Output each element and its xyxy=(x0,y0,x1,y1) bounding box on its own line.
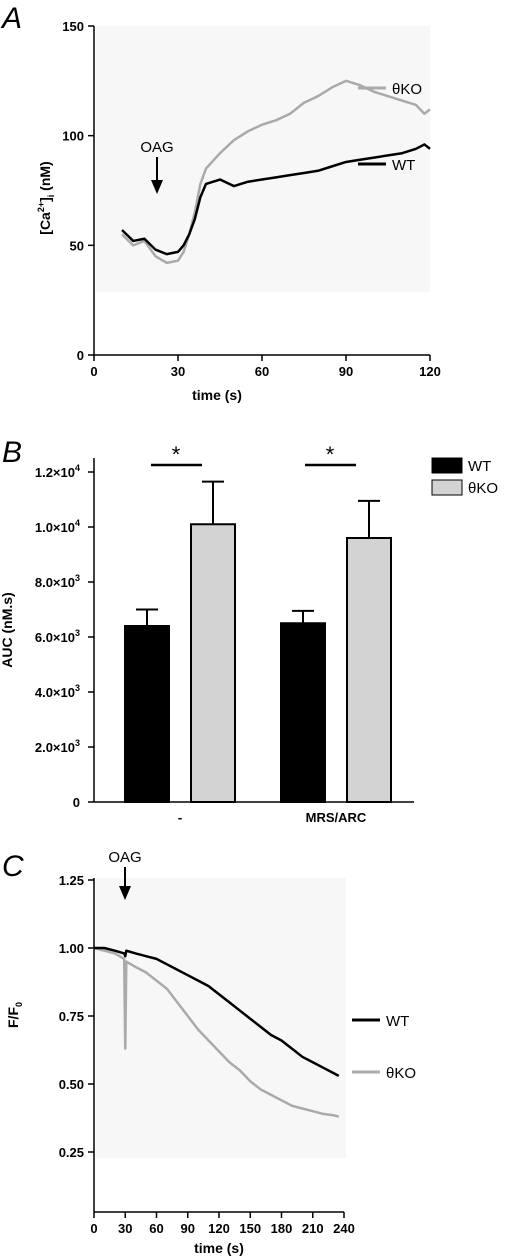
panel-c: C 0 30 60 90 120 150 180 210 240 0.25 0.50 0.75 1.0… xyxy=(2,849,416,1256)
panel-b-letter: B xyxy=(2,436,22,469)
panel-c-x-tick-label: 210 xyxy=(302,1221,324,1236)
panel-c-x-tick-label: 0 xyxy=(90,1221,97,1236)
panel-c-background xyxy=(96,878,346,1158)
panel-c-series-wt xyxy=(94,946,340,1077)
panel-c-y-ticks: 0.25 0.50 0.75 1.00 1.25 xyxy=(59,873,94,1160)
panel-a-x-tick-label: 0 xyxy=(90,364,97,379)
panel-c-oag-annotation: OAG xyxy=(108,849,142,900)
panel-b-sig-star-2: * xyxy=(326,442,335,467)
panel-b-sig-star-1: * xyxy=(172,442,181,467)
panel-c-oag-label: OAG xyxy=(108,849,141,866)
panel-c-legend-label-theta-ko: θKO xyxy=(386,1065,416,1082)
panel-a-y-label: [Ca2+]i (nM) xyxy=(36,161,56,234)
panel-a-y-tick-label: 0 xyxy=(77,348,84,363)
panel-c-x-tick-label: 180 xyxy=(271,1221,293,1236)
panel-a-oag-annotation: OAG xyxy=(140,139,174,194)
panel-a-series-theta-ko xyxy=(121,79,431,265)
panel-b-y-tick-label: 8.0×103 xyxy=(35,573,80,590)
panel-c-legend-label-wt: WT xyxy=(386,1013,409,1030)
panel-b-bar-wt-mrs-arc xyxy=(280,622,326,803)
panel-c-x-tick-label: 120 xyxy=(208,1221,230,1236)
panel-a-series-wt xyxy=(121,143,431,256)
panel-b-y-tick-label: 6.0×103 xyxy=(35,628,80,645)
panel-a-x-tick-label: 120 xyxy=(419,364,441,379)
panel-b-bar-theta-ko-mrs-arc xyxy=(346,537,392,803)
panel-b-bar-wt-control xyxy=(124,625,170,803)
panel-b-legend-swatch-wt xyxy=(431,457,463,474)
panel-b-legend-label-wt: WT xyxy=(468,458,491,475)
panel-c-y-tick-label: 0.75 xyxy=(59,1009,84,1024)
panel-c-series xyxy=(93,946,340,1118)
panel-a-oag-arrow-head xyxy=(151,180,163,194)
panel-c-y-tick-label: 1.25 xyxy=(59,873,84,888)
panel-a-y-tick-label: 50 xyxy=(70,238,84,253)
panel-a: A 0 30 60 90 120 0 50 100 150 time (s) [Ca2+]i … xyxy=(0,2,441,403)
panel-c-oag-arrow-head xyxy=(119,886,131,900)
panel-b-legend-label-theta-ko: θKO xyxy=(468,480,498,497)
panel-b-y-tick-label: 0 xyxy=(73,795,80,810)
panel-c-y-tick-label: 1.00 xyxy=(59,941,84,956)
panel-c-y-label: F/F0 xyxy=(5,1002,24,1028)
panel-a-legend-label-wt: WT xyxy=(392,157,415,174)
panel-b-category-labels: - MRS/ARC xyxy=(178,810,367,825)
panel-a-x-label: time (s) xyxy=(192,387,242,403)
panel-a-x-tick-label: 60 xyxy=(255,364,269,379)
panel-a-y-tick-label: 100 xyxy=(62,129,84,144)
panel-a-x-ticks: 0 30 60 90 120 xyxy=(90,355,441,379)
panel-a-background xyxy=(96,26,430,292)
panel-c-series-theta-ko xyxy=(93,946,340,1118)
panel-c-x-tick-label: 150 xyxy=(239,1221,261,1236)
panel-b-legend: WT θKO xyxy=(431,457,498,497)
panel-b-y-tick-label: 4.0×103 xyxy=(35,683,80,700)
panel-a-series xyxy=(121,79,431,265)
panel-a-legend-label-theta-ko: θKO xyxy=(392,81,422,98)
panel-b-significance: * * xyxy=(151,442,356,467)
panel-b-y-tick-label: 2.0×103 xyxy=(35,738,80,755)
panel-c-x-tick-label: 30 xyxy=(118,1221,132,1236)
panel-c-x-tick-label: 240 xyxy=(333,1221,355,1236)
panel-b-bars xyxy=(124,480,392,803)
panel-c-legend: WT θKO xyxy=(352,1013,416,1082)
panel-b-category-label: MRS/ARC xyxy=(306,810,367,825)
panel-b-bar-theta-ko-control xyxy=(190,523,236,803)
panel-b-y-tick-label: 1.2×104 xyxy=(35,463,80,480)
panel-b-y-ticks: 0 2.0×103 4.0×103 6.0×103 8.0×103 1.0×104 1.2×… xyxy=(35,463,94,810)
panel-b-y-tick-label: 1.0×104 xyxy=(35,518,80,535)
panel-b-y-label: AUC (nM.s) xyxy=(0,592,15,667)
panel-b-category-label: - xyxy=(178,810,182,825)
panel-a-x-tick-label: 90 xyxy=(339,364,353,379)
panel-c-letter: C xyxy=(2,850,24,883)
panel-a-x-tick-label: 30 xyxy=(171,364,185,379)
panel-c-y-tick-label: 0.50 xyxy=(59,1077,84,1092)
panel-c-x-tick-label: 90 xyxy=(181,1221,195,1236)
panel-a-legend: θKO WT xyxy=(358,81,422,174)
panel-c-x-ticks: 0 30 60 90 120 150 180 210 240 xyxy=(90,1212,355,1236)
panel-a-y-tick-label: 150 xyxy=(62,19,84,34)
panel-c-x-tick-label: 60 xyxy=(149,1221,163,1236)
panel-b: B 0 2.0×103 4.0×103 6.0×103 8.0×103 1.0×104 1.… xyxy=(0,436,498,825)
panel-a-y-ticks: 0 50 100 150 xyxy=(62,19,94,363)
panel-a-letter: A xyxy=(0,2,22,35)
panel-c-x-label: time (s) xyxy=(194,1240,244,1256)
panel-b-legend-swatch-theta-ko xyxy=(431,479,463,496)
panel-a-oag-label: OAG xyxy=(140,139,173,156)
panel-c-y-tick-label: 0.25 xyxy=(59,1145,84,1160)
